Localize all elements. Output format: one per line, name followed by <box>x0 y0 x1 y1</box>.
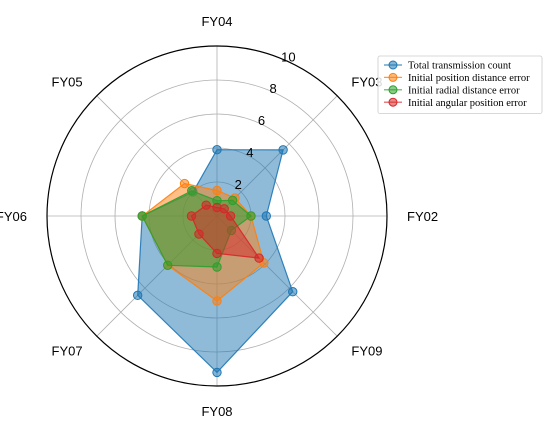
data-point <box>261 211 271 221</box>
data-point <box>186 211 197 221</box>
category-label: FY02 <box>407 209 438 224</box>
category-labels: FY02 FY03 FY04 FY05 FY06 FY07 FY08 FY09 <box>0 14 438 419</box>
legend-marker <box>388 72 398 82</box>
category-label: FY07 <box>52 343 83 358</box>
legend-label: Initial position distance error <box>408 73 530 84</box>
legend-item: Total transmission count <box>384 60 511 72</box>
legend-label: Initial angular position error <box>408 98 527 109</box>
radial-tick-label: 6 <box>258 113 265 128</box>
category-label: FY04 <box>201 14 232 29</box>
data-point <box>225 211 236 221</box>
data-point <box>212 367 222 378</box>
data-point <box>212 296 222 306</box>
series-3 <box>186 200 264 263</box>
data-point <box>212 145 222 155</box>
legend-frame <box>377 55 543 114</box>
legend-item: Initial position distance error <box>384 72 530 84</box>
data-point <box>254 253 264 263</box>
data-point <box>201 200 211 210</box>
data-point <box>194 229 204 239</box>
data-point <box>212 202 222 213</box>
legend-label: Initial radial distance error <box>408 85 520 96</box>
data-point <box>137 211 147 221</box>
legend-item: Initial radial distance error <box>384 85 520 96</box>
radial-tick-label: 8 <box>270 81 277 96</box>
data-point <box>212 248 222 259</box>
category-label: FY06 <box>0 209 27 224</box>
data-point <box>246 211 256 221</box>
data-point <box>278 145 288 155</box>
category-label: FY05 <box>52 75 83 90</box>
radial-tick-label: 2 <box>235 177 242 192</box>
category-label: FY03 <box>351 75 382 90</box>
category-label: FY08 <box>201 404 232 419</box>
legend-label: Total transmission count <box>408 61 511 72</box>
radial-tick-label: 10 <box>281 49 295 64</box>
radial-tick-label: 4 <box>246 145 253 160</box>
data-point <box>212 185 222 196</box>
radar-series <box>132 145 298 378</box>
data-point <box>132 290 143 301</box>
legend-marker <box>388 97 398 107</box>
data-point <box>187 186 197 196</box>
category-label: FY09 <box>351 343 382 358</box>
data-point <box>212 262 222 272</box>
legend-item: Initial angular position error <box>384 97 527 109</box>
data-point <box>163 260 173 270</box>
legend-marker <box>388 85 398 95</box>
data-point <box>227 195 238 206</box>
data-point <box>179 178 190 189</box>
outer-frame <box>46 45 388 387</box>
legend-marker <box>388 60 398 70</box>
radial-ticks: 2 4 6 8 10 <box>235 49 296 192</box>
data-point <box>288 287 298 297</box>
